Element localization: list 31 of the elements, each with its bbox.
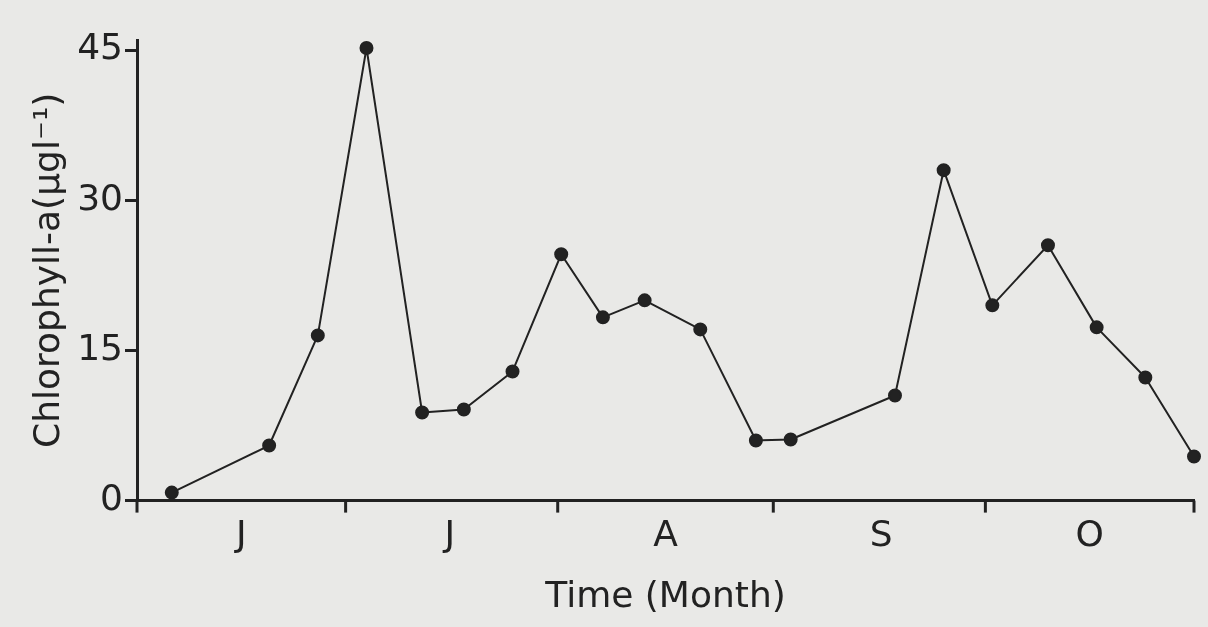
point xyxy=(936,163,951,178)
point xyxy=(783,432,798,447)
point xyxy=(637,293,652,308)
point xyxy=(505,364,520,379)
x-tick-label: O xyxy=(1075,512,1104,554)
x-tick-label: S xyxy=(869,512,893,554)
y-tick-label: 30 xyxy=(77,176,124,218)
x-tick-label: J xyxy=(442,512,456,554)
point xyxy=(310,328,325,343)
y-tick-label: 45 xyxy=(77,26,124,68)
point xyxy=(1187,449,1201,464)
y-tick-label: 15 xyxy=(77,326,124,368)
point xyxy=(554,247,569,262)
point xyxy=(1089,320,1104,335)
x-axis-title: Time (Month) xyxy=(544,573,786,615)
point xyxy=(693,322,708,337)
point xyxy=(1138,370,1153,385)
point xyxy=(456,402,471,417)
x-tick-label: J xyxy=(234,512,247,554)
point xyxy=(262,438,277,453)
point xyxy=(748,433,763,448)
point xyxy=(1040,238,1055,253)
y-axis-title: Chlorophyll-a(µgl⁻¹) xyxy=(25,92,67,448)
x-tick-label: A xyxy=(653,512,679,554)
point xyxy=(415,405,430,420)
y-tick-label: 0 xyxy=(100,476,124,518)
point xyxy=(164,485,179,500)
point xyxy=(595,310,610,325)
point xyxy=(359,41,374,56)
point xyxy=(985,298,1000,313)
point xyxy=(887,388,902,403)
